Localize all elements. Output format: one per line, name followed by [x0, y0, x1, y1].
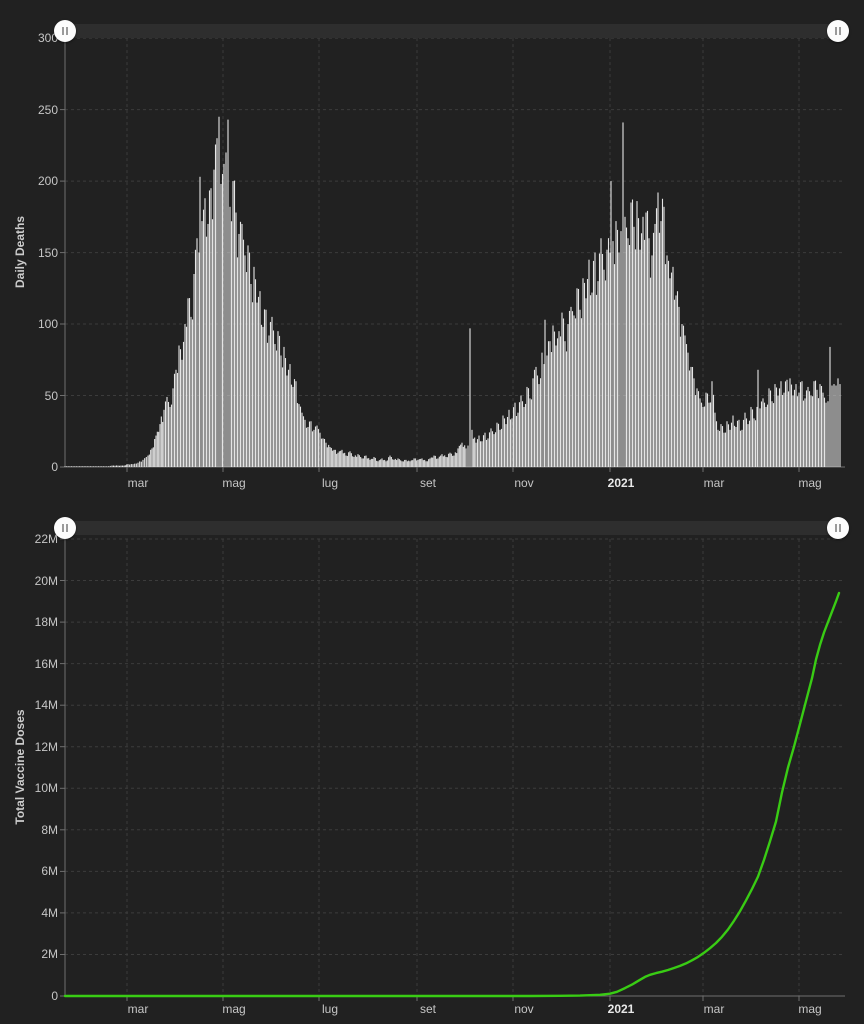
- y-tick-label: 300: [37, 31, 58, 46]
- grip-lines-icon: [62, 27, 64, 35]
- y-tick-label: 16M: [34, 656, 58, 671]
- grip-lines-icon: [835, 524, 837, 532]
- x-tick-label: mag: [798, 1002, 822, 1016]
- x-tick-label: lug: [321, 1002, 338, 1016]
- y-tick-label: 200: [37, 174, 58, 189]
- x-tick-label: set: [419, 1002, 436, 1016]
- x-tick-label: set: [419, 476, 436, 490]
- doses-datazoom-track[interactable]: [65, 521, 838, 535]
- y-tick-label: 6M: [41, 864, 58, 879]
- grip-lines-icon: [62, 524, 64, 532]
- doses-y-axis-title: Total Vaccine Doses: [13, 709, 27, 825]
- x-tick-label: mar: [127, 476, 149, 490]
- deaths-bars: [64, 116, 841, 468]
- x-tick-label: nov: [514, 476, 534, 490]
- x-tick-label: 2021: [607, 1002, 635, 1016]
- y-tick-label: 20M: [34, 573, 58, 588]
- x-tick-label: nov: [514, 1002, 534, 1016]
- grip-lines-icon: [66, 27, 68, 35]
- y-tick-label: 22M: [34, 532, 58, 546]
- y-tick-label: 14M: [34, 698, 58, 713]
- grip-lines-icon: [66, 524, 68, 532]
- deaths-datazoom-right-handle[interactable]: [827, 20, 849, 42]
- y-tick-label: 50: [44, 388, 58, 403]
- y-tick-label: 250: [37, 102, 58, 117]
- y-tick-label: 100: [37, 317, 58, 332]
- y-tick-label: 2M: [41, 947, 58, 962]
- y-tick-label: 18M: [34, 615, 58, 630]
- grip-lines-icon: [839, 524, 841, 532]
- grip-lines-icon: [839, 27, 841, 35]
- y-tick-label: 8M: [41, 822, 58, 837]
- x-tick-label: mag: [798, 476, 822, 490]
- doses-datazoom-right-handle[interactable]: [827, 517, 849, 539]
- x-tick-label: mar: [703, 1002, 725, 1016]
- doses-datazoom-left-handle[interactable]: [54, 517, 76, 539]
- grip-lines-icon: [835, 27, 837, 35]
- y-tick-label: 0: [51, 460, 58, 474]
- y-tick-label: 10M: [34, 781, 58, 796]
- x-tick-label: 2021: [607, 476, 635, 490]
- x-tick-label: lug: [321, 476, 338, 490]
- y-tick-label: 150: [37, 245, 58, 260]
- y-tick-label: 4M: [41, 905, 58, 920]
- y-tick-label: 12M: [34, 739, 58, 754]
- deaths-datazoom-left-handle[interactable]: [54, 20, 76, 42]
- x-tick-label: mar: [703, 476, 725, 490]
- y-tick-label: 0: [51, 989, 58, 1003]
- x-tick-label: mar: [127, 1002, 149, 1016]
- deaths-datazoom-track[interactable]: [65, 24, 838, 38]
- doses-line: [63, 591, 841, 998]
- x-tick-label: mag: [222, 1002, 246, 1016]
- x-tick-label: mag: [222, 476, 246, 490]
